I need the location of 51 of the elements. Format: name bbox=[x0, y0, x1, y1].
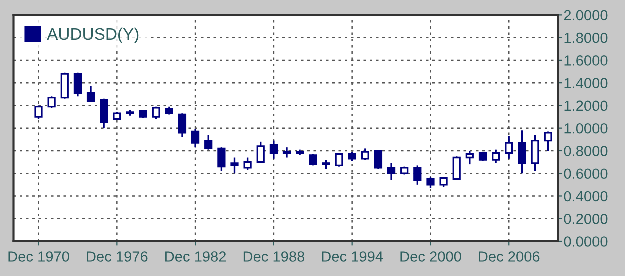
y-tick-label: 1.6000 bbox=[564, 56, 608, 66]
candlestick bbox=[152, 106, 160, 120]
candlestick bbox=[452, 156, 461, 182]
candlestick bbox=[544, 130, 552, 152]
legend-label: AUDUSD(Y) bbox=[47, 28, 139, 44]
candlestick bbox=[492, 149, 500, 164]
candlestick bbox=[426, 176, 435, 190]
candlestick bbox=[531, 134, 540, 172]
candlestick bbox=[282, 146, 292, 159]
candlestick bbox=[74, 72, 82, 98]
y-tick-label: 0.6000 bbox=[564, 168, 608, 180]
candlestick bbox=[191, 128, 200, 148]
y-tick-label: 1.4000 bbox=[564, 78, 608, 89]
candlestick bbox=[374, 150, 383, 170]
candlestick bbox=[60, 72, 69, 100]
candlestick bbox=[178, 112, 187, 138]
y-tick-label: 0.4000 bbox=[564, 191, 608, 202]
candlestick bbox=[518, 130, 526, 174]
candlestick bbox=[100, 98, 108, 130]
x-tick-label: Dec 2000 bbox=[400, 252, 462, 262]
candlestick bbox=[34, 104, 43, 120]
candlestick bbox=[244, 156, 252, 172]
candlestick bbox=[505, 135, 514, 160]
candlestick bbox=[387, 162, 396, 182]
candlestick bbox=[204, 134, 213, 151]
candlestick bbox=[48, 96, 56, 109]
y-tick-label: 2.0000 bbox=[564, 10, 608, 21]
candlestick bbox=[322, 159, 330, 170]
candlestick bbox=[335, 152, 344, 168]
y-tick-label: 0.8000 bbox=[564, 146, 608, 156]
candlestick bbox=[230, 156, 239, 174]
candlestick bbox=[361, 148, 370, 161]
x-tick-label: Dec 1994 bbox=[322, 252, 384, 262]
candlestick bbox=[256, 141, 265, 164]
candlestick bbox=[270, 140, 278, 160]
y-tick-label: 0.2000 bbox=[564, 214, 608, 224]
x-tick-label: Dec 1982 bbox=[166, 252, 226, 262]
candlestick bbox=[440, 176, 448, 188]
y-tick-label: 1.8000 bbox=[564, 32, 608, 44]
candlestick bbox=[86, 86, 96, 104]
x-tick-label: Dec 1970 bbox=[8, 252, 70, 262]
x-tick-label: Dec 1988 bbox=[244, 252, 305, 262]
candlestick bbox=[218, 146, 226, 172]
y-tick-label: 0.0000 bbox=[564, 236, 608, 247]
candlestick bbox=[414, 164, 422, 186]
y-tick-label: 1.2000 bbox=[564, 100, 608, 112]
x-tick-label: Dec 2006 bbox=[479, 252, 540, 262]
candlestick bbox=[466, 150, 474, 166]
x-tick-label: Dec 1976 bbox=[87, 252, 148, 262]
y-tick-label: 1.0000 bbox=[564, 123, 608, 134]
candlestick bbox=[348, 151, 356, 162]
